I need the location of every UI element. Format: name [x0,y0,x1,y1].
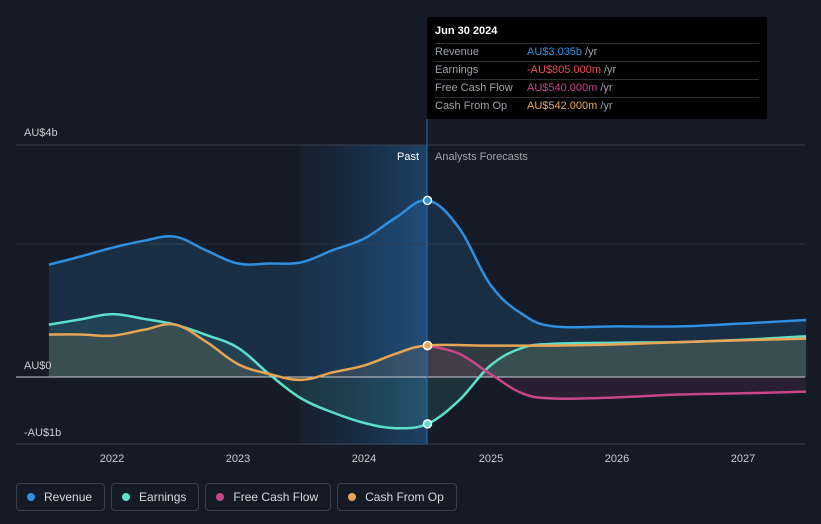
tooltip-label: Cash From Op [435,100,508,112]
legend-dot-icon [27,493,35,501]
x-tick-2025: 2025 [479,453,503,465]
legend-label: Cash From Op [365,490,444,504]
hover-point-cash-from-op [422,340,433,351]
legend-label: Free Cash Flow [233,490,319,504]
tooltip-row-earnings: Earnings -AU$805.000m /yr [435,61,759,79]
tooltip-label: Free Cash Flow [435,82,513,94]
chart-legend: Revenue Earnings Free Cash Flow Cash Fro… [16,483,457,511]
y-label-top: AU$4b [24,127,58,139]
legend-item-cash-from-op[interactable]: Cash From Op [337,483,457,511]
tooltip-unit: /yr [600,82,613,94]
x-tick-2026: 2026 [605,453,629,465]
x-tick-2027: 2027 [731,453,755,465]
tooltip-date: Jun 30 2024 [435,25,498,37]
tooltip-value: -AU$805.000m [527,64,601,76]
legend-item-free-cash-flow[interactable]: Free Cash Flow [205,483,332,511]
legend-item-revenue[interactable]: Revenue [16,483,106,511]
past-region-band [300,145,427,445]
legend-label: Earnings [139,490,187,504]
hover-point-revenue [422,195,433,206]
legend-label: Revenue [44,490,93,504]
tooltip-unit: /yr [600,100,613,112]
series-lines [48,199,807,430]
legend-item-earnings[interactable]: Earnings [111,483,200,511]
tooltip-label: Earnings [435,64,479,76]
series-line-earnings [48,312,807,430]
legend-dot-icon [216,493,225,501]
x-axis-ticks: 2022 2023 2024 2025 2026 2027 [100,453,755,465]
y-label-bottom: -AU$1b [24,427,61,439]
y-label-zero: AU$0 [24,360,52,372]
series-line-revenue [48,199,807,329]
hover-point-earnings [422,419,433,429]
tooltip-value: AU$542.000m [527,100,598,112]
series-area-free-cash-flow [427,345,807,399]
legend-dot-icon [348,493,357,501]
tooltip-unit: /yr [604,64,617,76]
x-tick-2023: 2023 [226,453,250,465]
tooltip-value: AU$3.035b [527,46,583,58]
series-line-cash-from-op [48,322,807,382]
series-line-free-cash-flow [427,344,807,401]
tooltip-row-cash-from-op: Cash From Op AU$542.000m /yr [435,97,759,115]
past-label: Past [397,151,419,163]
legend-dot-icon [122,493,131,501]
tooltip-value: AU$540.000m [527,82,598,94]
tooltip-label: Revenue [435,46,480,58]
hover-tooltip: Jun 30 2024 Revenue AU$3.035b /yr Earnin… [427,17,767,119]
forecast-label: Analysts Forecasts [435,151,528,163]
x-tick-2024: 2024 [352,453,376,465]
hover-markers [422,195,433,429]
tooltip-row-free-cash-flow: Free Cash Flow AU$540.000m /yr [435,79,759,97]
x-tick-2022: 2022 [100,453,124,465]
tooltip-unit: /yr [585,46,598,58]
tooltip-row-revenue: Revenue AU$3.035b /yr [435,43,759,61]
